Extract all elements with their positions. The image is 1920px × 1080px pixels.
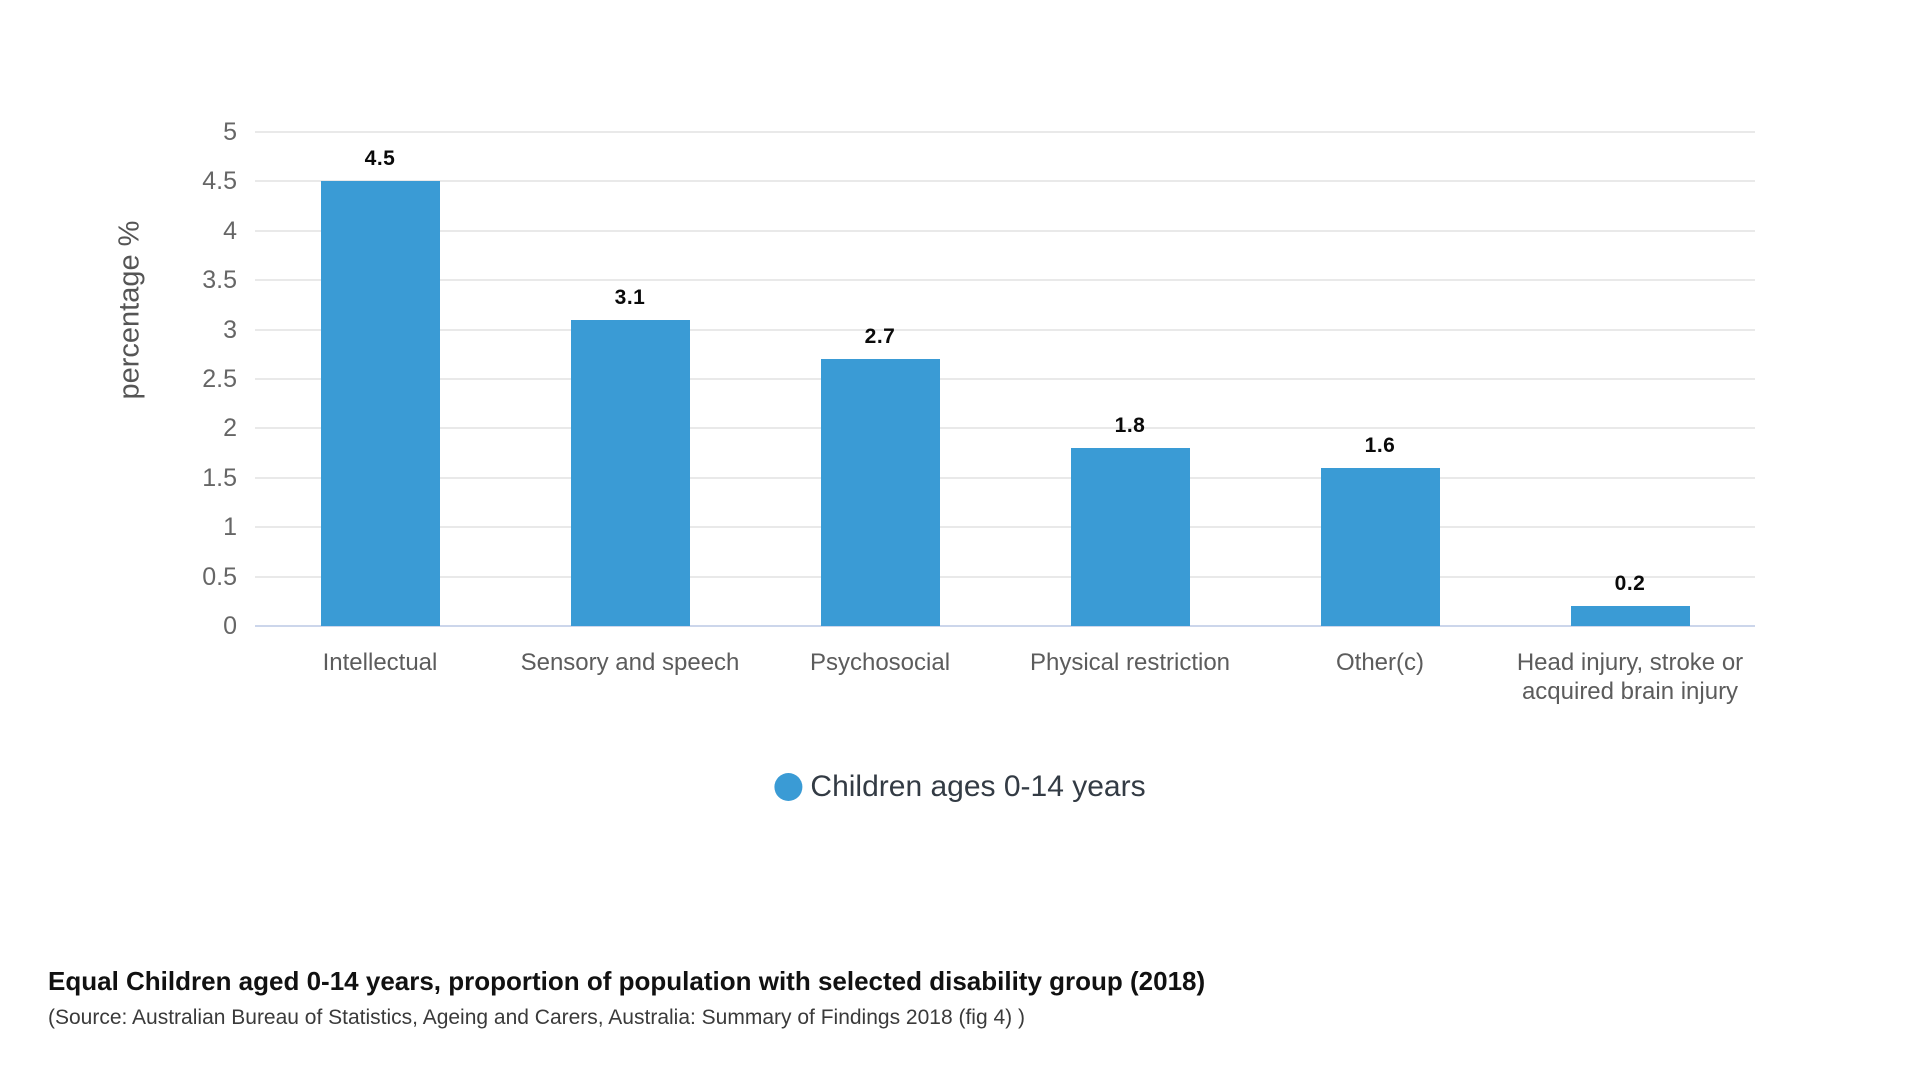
legend-label: Children ages 0-14 years [810,770,1146,803]
y-tick-label-0: 0 [223,612,237,640]
x-category-label-head-injury-stroke-or-acquired-brain-injury: Head injury, stroke or acquired brain in… [1516,649,1744,705]
y-tick-label-1.5: 1.5 [202,463,237,492]
y-tick-label-5: 5 [223,118,237,146]
chart-title: Equal Children aged 0-14 years, proporti… [48,966,1206,996]
y-tick-label-4: 4 [223,216,237,245]
x-category-label-other-c-: Other(c) [1335,649,1424,676]
y-axis-tick-labels: 5 4.5 4 3.5 3 2.5 2 1.5 1 0.5 0 [147,118,237,640]
y-tick-label-1: 1 [223,513,237,542]
bar-value-label: 1.8 [1114,414,1146,438]
gridline-y-2.5 [255,378,1755,380]
legend-marker-icon [774,773,803,801]
bar-psychosocial[interactable] [820,359,940,626]
gridline-y-3.5 [255,279,1755,282]
y-tick-label-3: 3 [223,315,237,344]
plot-area: 4.5 3.1 2.7 1.8 1.6 0.2 [255,131,1755,627]
legend-item-children-0-14[interactable]: Children ages 0-14 years [774,770,1146,804]
x-category-label-intellectual: Intellectual [322,649,438,676]
bar-intellectual[interactable] [320,181,440,626]
bar-sensory-and-speech[interactable] [570,319,690,626]
y-tick-label-2: 2 [223,414,237,443]
gridline-y-3 [255,328,1755,331]
gridline-y-4.5 [255,180,1755,183]
x-axis-category-labels: Intellectual Sensory and speech Psychosoci… [255,648,1755,706]
gridline-y-0.5 [255,575,1755,578]
y-tick-label-4.5: 4.5 [202,167,237,196]
gridline-y-1 [255,526,1755,529]
gridline-y-1.5 [255,476,1755,479]
bar-physical-restriction[interactable] [1070,448,1190,626]
gridline-y-5 [255,131,1755,133]
gridline-y-0 [255,625,1755,627]
y-tick-label-0.5: 0.5 [202,562,237,591]
y-tick-label-3.5: 3.5 [202,266,237,295]
chart-source: (Source: Australian Bureau of Statistics… [48,1006,1025,1029]
x-category-label-psychosocial: Psychosocial [809,649,951,676]
y-axis-title: percentage % [113,220,146,400]
bar-value-label: 3.1 [614,285,646,309]
x-category-label-physical-restriction: Physical restriction [1029,649,1231,676]
bar-head-injury-stroke-or-acquired-brain-injury[interactable] [1570,606,1690,626]
caption-block: Equal Children aged 0-14 years, proporti… [48,966,1548,1030]
bar-other-c-[interactable] [1320,467,1440,626]
bar-value-label: 4.5 [364,147,396,171]
gridline-y-2 [255,427,1755,430]
gridline-y-4 [255,229,1755,232]
bar-value-label: 0.2 [1614,572,1646,596]
y-tick-label-2.5: 2.5 [202,365,237,393]
bar-value-label: 2.7 [864,325,896,349]
x-category-label-sensory-and-speech: Sensory and speech [520,649,740,676]
bar-value-label: 1.6 [1364,433,1396,457]
